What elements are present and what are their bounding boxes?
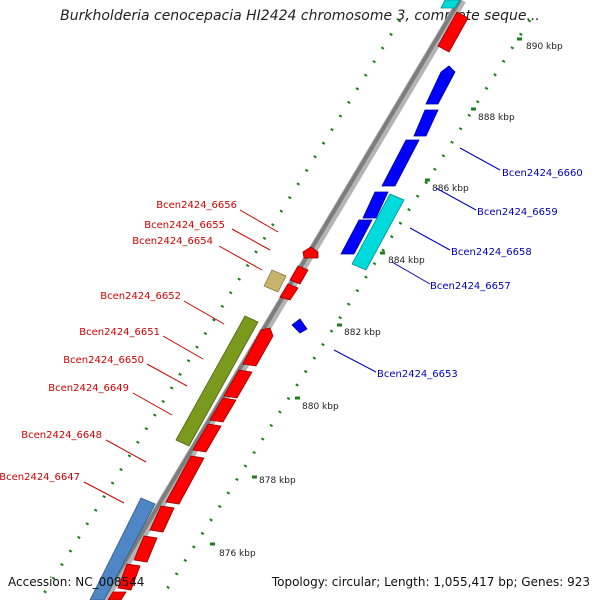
cds-6659 — [362, 191, 389, 219]
gene-label-6652: Bcen2424_6652 — [100, 291, 181, 302]
ruler-label-878: 878 kbp — [259, 476, 296, 486]
ruler-label-884: 884 kbp — [388, 256, 425, 266]
forward-label-leaders — [83, 209, 279, 504]
cds-upper-a — [425, 65, 456, 105]
gene-label-6651: Bcen2424_6651 — [79, 327, 160, 338]
gene-label-6657: Bcen2424_6657 — [430, 281, 511, 292]
gene-label-6660: Bcen2424_6660 — [502, 168, 583, 179]
cds-top-red — [437, 11, 469, 53]
cds-6658-blue — [340, 219, 373, 255]
cds-6648 — [165, 455, 205, 505]
gene-label-6647: Bcen2424_6647 — [0, 472, 80, 483]
gene-label-6654: Bcen2424_6654 — [132, 236, 213, 247]
map-title: Burkholderia cenocepacia HI2424 chromoso… — [60, 8, 540, 24]
cds-6647 — [149, 505, 175, 533]
ruler-label-876: 876 kbp — [219, 549, 256, 559]
reverse-cds-track — [291, 65, 456, 334]
ruler-label-882: 882 kbp — [344, 328, 381, 338]
cds-6652 — [242, 327, 274, 367]
cds-top-cyan — [440, 0, 461, 9]
cds-6649 — [192, 423, 222, 453]
cds-low-b — [117, 563, 141, 591]
gene-label-6659: Bcen2424_6659 — [477, 207, 558, 218]
ruler-label-880: 880 kbp — [302, 402, 339, 412]
feature-olive — [175, 315, 259, 447]
gene-label-6649: Bcen2424_6649 — [48, 383, 129, 394]
ruler-ticks — [210, 37, 522, 546]
cds-6651 — [223, 369, 253, 399]
backbone — [100, 0, 462, 600]
cds-low-c — [107, 591, 127, 600]
gene-label-6648: Bcen2424_6648 — [21, 430, 102, 441]
feature-steel — [89, 497, 156, 600]
ruler-label-888: 888 kbp — [478, 113, 515, 123]
cds-6653 — [291, 318, 308, 334]
accession-label: Accession: NC_008544 — [8, 575, 145, 589]
gene-label-6656: Bcen2424_6656 — [156, 200, 237, 211]
gene-label-6658: Bcen2424_6658 — [451, 247, 532, 258]
gene-label-6653: Bcen2424_6653 — [377, 369, 458, 380]
outer-tick-track — [158, 19, 532, 600]
cds-6654 — [279, 283, 299, 301]
feature-tan — [263, 269, 287, 293]
genome-stats: Topology: circular; Length: 1,055,417 bp… — [271, 575, 590, 589]
ruler-label-886: 886 kbp — [432, 184, 469, 194]
gene-label-6650: Bcen2424_6650 — [63, 355, 144, 366]
cds-upper-b — [413, 109, 439, 137]
cds-low-a — [133, 535, 158, 563]
forward-cds-track — [107, 11, 469, 600]
cds-6650 — [209, 397, 237, 423]
cds-6658-cyan — [351, 193, 405, 271]
gene-label-6655: Bcen2424_6655 — [144, 220, 225, 231]
inner-tick-track — [38, 19, 402, 600]
cds-6656 — [302, 246, 319, 259]
cds-6655 — [289, 265, 309, 285]
reverse-label-leaders — [333, 147, 501, 373]
cds-6660 — [381, 139, 420, 187]
ruler-label-890: 890 kbp — [526, 42, 563, 52]
